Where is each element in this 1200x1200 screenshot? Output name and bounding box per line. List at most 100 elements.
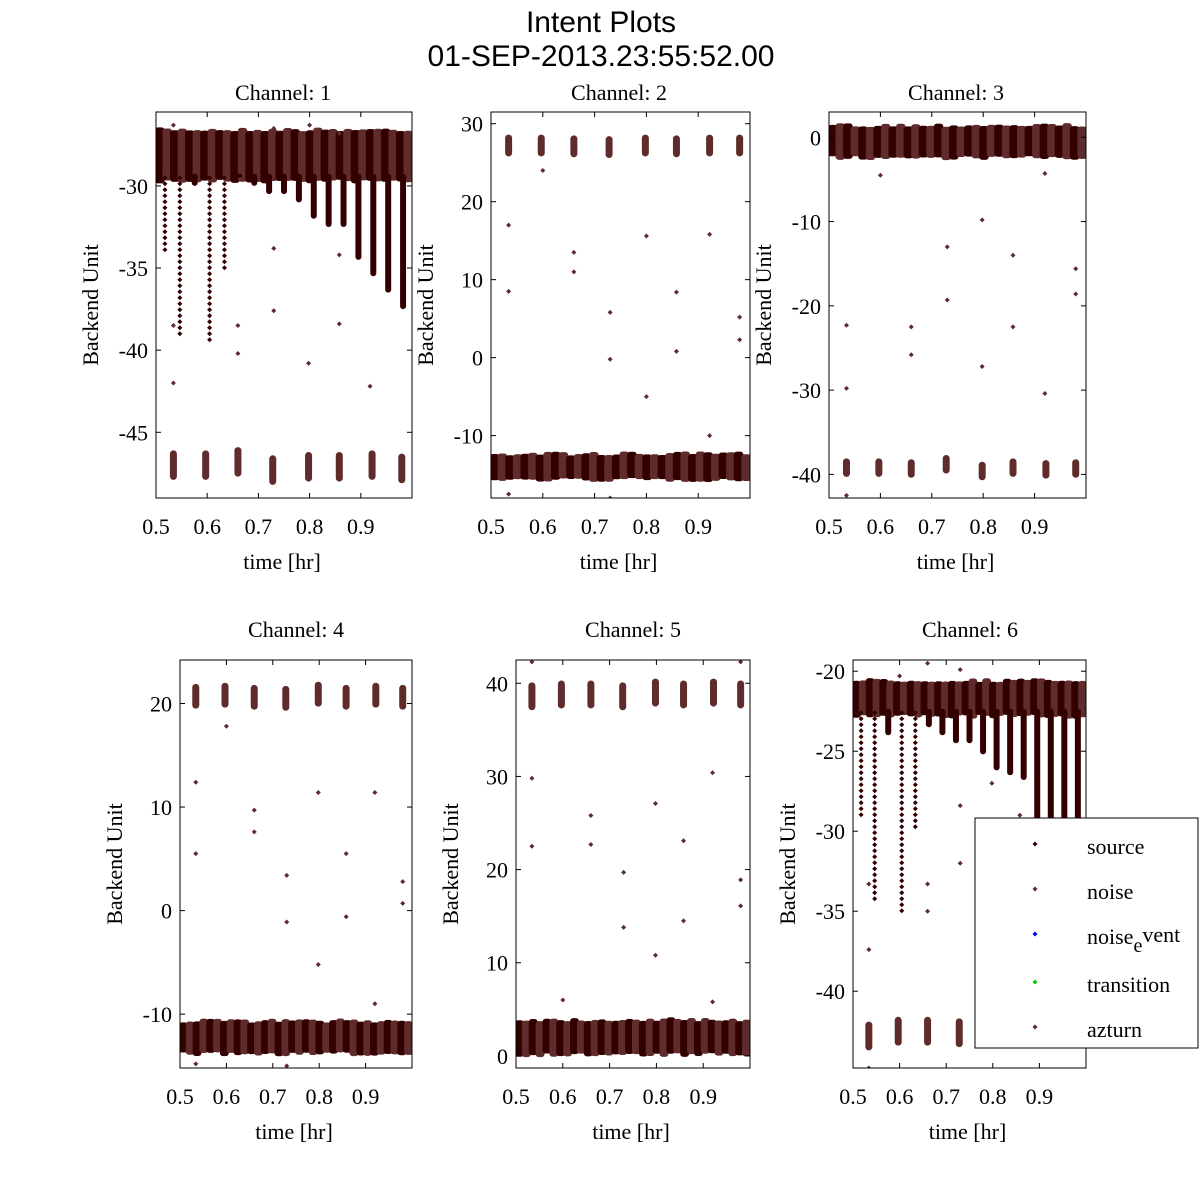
outlier-point [979,364,985,370]
source-dip [295,173,302,203]
source-band-segment [829,124,838,157]
x-tick-label: 0.7 [596,1084,624,1109]
source-band-segment [558,452,569,479]
source-dip-point [221,241,227,247]
outlier-point [1010,252,1016,258]
source-dip-point [207,223,213,229]
source-dip-point [858,776,864,782]
source-band-segment [528,452,538,480]
source-dip-point [912,770,918,776]
source-dip-point [207,313,213,319]
source-band-segment [213,1018,222,1053]
source-dip-point [912,812,918,818]
noise-cluster [314,681,322,707]
source-dip-point [872,722,878,728]
source-band-segment [245,131,255,183]
source-dip-point [912,824,918,830]
y-tick-label: -10 [792,210,821,235]
source-dip-point [912,716,918,722]
source-dip-point [162,187,168,193]
source-band-segment [267,128,278,182]
source-band-segment [497,453,508,481]
noise-cluster [505,134,513,157]
source-dip-point [162,229,168,235]
source-dip [1020,708,1027,780]
source-band-segment [604,1020,614,1056]
source-dip-point [872,896,878,902]
source-band-segment [237,127,248,182]
source-band-segment [283,127,293,181]
y-tick-label: -10 [143,1002,172,1027]
source-dip-point [899,872,905,878]
source-dip-point [207,235,213,241]
noise-cluster [942,455,950,474]
source-band-segment [903,126,914,159]
source-dip-point [207,175,213,181]
outlier-point [673,289,679,295]
outlier-point [866,881,872,887]
source-band-segment [1032,124,1042,159]
source-dip-point [207,241,213,247]
source-band-segment [913,681,923,718]
source-dip-point [207,331,213,337]
source-band-segment [642,454,652,481]
source-band-segment [954,681,964,716]
y-axis-label: Backend Unit [413,244,438,366]
source-dip-point [221,247,227,253]
source-band-segment [835,123,846,160]
x-tick-label: 0.8 [979,1084,1007,1109]
y-tick-label: 0 [497,1044,508,1069]
source-band-segment [1039,123,1050,160]
source-dip-point [858,710,864,716]
source-dip [251,173,258,186]
source-dip-point [177,259,183,265]
source-band-segment [1016,678,1026,717]
source-band-segment [865,678,875,718]
outlier-point [306,360,312,366]
x-tick-label: 0.5 [477,514,505,539]
legend-entry: noiseevent [1032,922,1180,957]
source-band-segment [170,130,180,182]
x-tick-label: 0.8 [296,514,324,539]
source-dip-point [221,229,227,235]
outlier-point [843,322,849,328]
source-band-segment [305,130,316,184]
plot-area [516,660,750,1058]
x-tick-label: 0.7 [932,1084,960,1109]
source-band-segment [657,454,668,480]
outlier-point [235,323,241,329]
source-dip-point [899,782,905,788]
source-dip-point [872,770,878,776]
x-tick-label: 0.7 [245,514,273,539]
source-dip-point [899,794,905,800]
source-dip-point [177,319,183,325]
source-dip [925,708,932,728]
outlier-point [866,947,872,953]
source-band-segment [177,128,188,183]
source-band-segment [583,1020,593,1057]
source-band-segment [528,1019,538,1056]
source-dip-point [872,710,878,716]
source-dip-point [177,331,183,337]
source-band-segment [886,680,896,718]
source-band-segment [342,1020,352,1053]
source-dip-point [162,217,168,223]
source-band-segment [365,128,376,181]
outlier-point [673,348,679,354]
source-band-segment [267,1018,277,1054]
source-band-segment [335,1018,345,1053]
source-band-segment [619,451,630,480]
source-band-segment [638,1020,648,1057]
y-axis-label: Backend Unit [775,803,800,925]
source-dip-point [872,836,878,842]
source-dip-point [912,752,918,758]
source-band-segment [733,451,744,482]
source-band-segment [380,128,391,182]
source-band-segment [948,125,959,160]
source-dip-point [858,770,864,776]
source-dip-point [162,175,168,181]
noise-cluster [865,1021,873,1051]
source-band-segment [313,127,323,181]
outlier-point [621,924,627,930]
subplot-title: Channel: 6 [922,617,1018,642]
